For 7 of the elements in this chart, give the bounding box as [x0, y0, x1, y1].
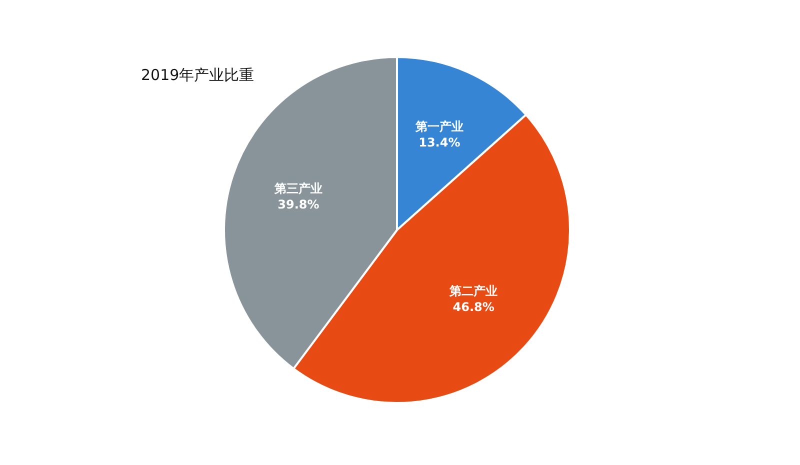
data-label: 39.8% — [278, 197, 320, 212]
text: 2019年产业比重 — [141, 66, 254, 85]
data-label: 13.4% — [418, 135, 460, 150]
slice-label: 第一产业 — [414, 119, 464, 134]
slice-label: 第二产业 — [448, 284, 498, 298]
data-label: 46.8% — [452, 300, 494, 314]
slice-label: 第三产业 — [273, 181, 322, 196]
